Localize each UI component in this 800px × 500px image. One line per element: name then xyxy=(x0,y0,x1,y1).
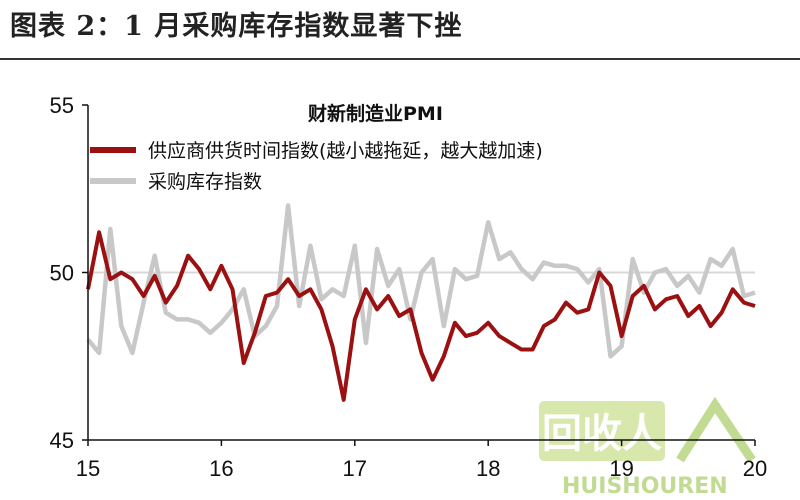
watermark-latin: HUISHOUREN xyxy=(562,474,728,499)
y-tick-label: 45 xyxy=(50,428,74,453)
series-layer xyxy=(86,203,756,402)
huishouren-watermark: 回收人 HUISHOUREN xyxy=(539,396,756,499)
x-tick-label: 15 xyxy=(76,456,100,481)
chart-title: 财新制造业PMI xyxy=(308,102,443,125)
series-line-purchase-inventory xyxy=(86,203,756,359)
legend: 供应商供货时间指数(越小越拖延，越大越加速) 采购库存指数 xyxy=(90,140,543,193)
figure-title: 图表 2：1 月采购库存指数显著下挫 xyxy=(10,11,463,42)
x-tick-label: 20 xyxy=(743,456,767,481)
series-line-supplier-delivery xyxy=(86,230,756,402)
y-tick-label: 50 xyxy=(50,261,74,286)
watermark-logo-box xyxy=(539,401,665,461)
x-tick-label: 16 xyxy=(209,456,233,481)
x-tick-label: 19 xyxy=(609,456,633,481)
y-tick-label: 55 xyxy=(50,93,74,118)
watermark-brand: 回收人 xyxy=(542,411,662,457)
x-tick-label: 18 xyxy=(476,456,500,481)
legend-label-supplier: 供应商供货时间指数(越小越拖延，越大越加速) xyxy=(148,140,543,162)
legend-label-inventory: 采购库存指数 xyxy=(148,171,262,193)
x-tick-label: 17 xyxy=(343,456,367,481)
pmi-line-chart: 回收人 HUISHOUREN 45 50 55 15 16 17 18 19 20 财新制造业P… xyxy=(50,93,768,499)
watermark-person-icon xyxy=(676,396,756,463)
axes-layer: 45 50 55 15 16 17 18 19 20 xyxy=(50,93,768,481)
title-divider xyxy=(0,58,800,60)
